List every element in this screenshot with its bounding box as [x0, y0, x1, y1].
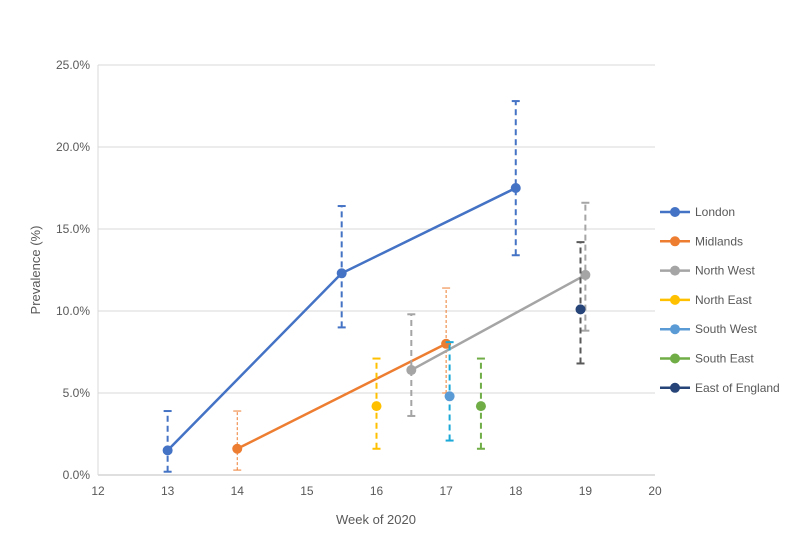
data-point [232, 443, 243, 454]
series-line-north-west [410, 273, 586, 372]
legend-entry: South West [695, 322, 757, 336]
series-line-midlands [236, 342, 447, 450]
legend-entry: Midlands [695, 234, 743, 248]
data-point [371, 401, 382, 412]
x-tick-label: 18 [509, 484, 523, 498]
legend-marker [670, 265, 680, 276]
data-point [336, 268, 347, 279]
x-tick-label: 15 [300, 484, 314, 498]
y-axis-label: Prevalence (%) [28, 226, 43, 315]
legend-entry: North East [695, 293, 752, 307]
x-tick-label: 12 [91, 484, 105, 498]
data-point [406, 365, 417, 376]
legend-entry: East of England [695, 381, 780, 395]
x-tick-label: 20 [648, 484, 662, 498]
legend-entry: South East [695, 352, 754, 366]
y-tick-label: 20.0% [56, 140, 90, 154]
y-tick-label: 10.0% [56, 304, 90, 318]
data-point [575, 304, 586, 315]
legend-entry: North West [695, 264, 755, 278]
x-axis-label: Week of 2020 [336, 512, 416, 527]
data-point [475, 401, 486, 412]
x-tick-label: 16 [370, 484, 384, 498]
legend-marker [670, 294, 680, 305]
x-tick-label: 14 [231, 484, 245, 498]
y-tick-label: 15.0% [56, 222, 90, 236]
y-tick-label: 25.0% [56, 58, 90, 72]
data-point [444, 391, 455, 402]
x-tick-label: 13 [161, 484, 175, 498]
x-tick-label: 19 [579, 484, 593, 498]
y-tick-label: 5.0% [63, 386, 91, 400]
legend-marker [670, 382, 680, 393]
legend-marker [670, 353, 680, 364]
legend-marker [670, 207, 680, 217]
data-point [580, 269, 591, 280]
legend-marker [670, 324, 680, 335]
legend-marker [670, 236, 680, 247]
legend-entry: London [695, 205, 735, 219]
data-point [510, 183, 521, 193]
y-tick-label: 0.0% [63, 468, 91, 482]
x-tick-label: 17 [439, 484, 453, 498]
data-point [162, 445, 173, 456]
